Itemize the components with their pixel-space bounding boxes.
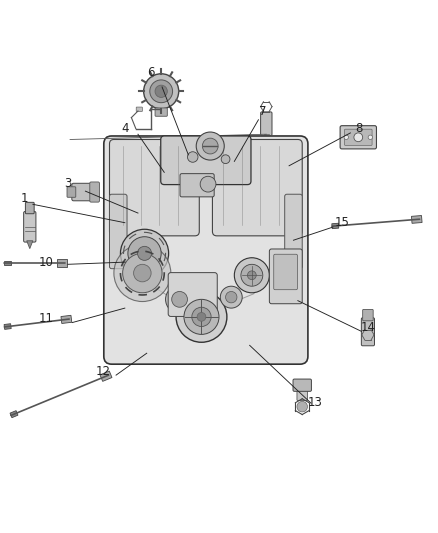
FancyBboxPatch shape	[104, 136, 308, 364]
Circle shape	[200, 176, 216, 192]
FancyBboxPatch shape	[25, 203, 34, 214]
Text: 7: 7	[259, 104, 267, 117]
Circle shape	[138, 246, 152, 260]
Circle shape	[120, 229, 169, 278]
FancyBboxPatch shape	[293, 379, 311, 391]
Circle shape	[368, 135, 372, 140]
FancyBboxPatch shape	[90, 182, 99, 202]
Text: 13: 13	[308, 396, 323, 409]
FancyBboxPatch shape	[67, 187, 76, 197]
Circle shape	[220, 286, 242, 308]
FancyBboxPatch shape	[297, 389, 307, 400]
Circle shape	[184, 300, 219, 334]
FancyBboxPatch shape	[344, 129, 372, 146]
Text: 4: 4	[121, 122, 129, 135]
Circle shape	[221, 155, 230, 164]
Circle shape	[354, 133, 363, 142]
Polygon shape	[411, 215, 422, 223]
Polygon shape	[27, 241, 33, 249]
Circle shape	[166, 285, 194, 313]
FancyBboxPatch shape	[136, 107, 142, 111]
Circle shape	[155, 85, 167, 98]
FancyBboxPatch shape	[361, 318, 374, 346]
Circle shape	[226, 292, 237, 303]
Polygon shape	[61, 316, 72, 324]
Circle shape	[176, 292, 227, 342]
FancyBboxPatch shape	[340, 126, 376, 149]
Circle shape	[241, 264, 263, 286]
Circle shape	[187, 152, 198, 162]
Circle shape	[192, 307, 211, 327]
FancyBboxPatch shape	[168, 273, 217, 317]
Polygon shape	[4, 261, 11, 265]
Circle shape	[247, 271, 256, 280]
Circle shape	[197, 312, 206, 321]
FancyBboxPatch shape	[285, 194, 302, 269]
Polygon shape	[57, 260, 67, 266]
Text: 11: 11	[39, 312, 53, 325]
Circle shape	[172, 292, 187, 307]
Text: 12: 12	[95, 365, 110, 378]
FancyBboxPatch shape	[269, 249, 302, 304]
Circle shape	[150, 80, 173, 103]
FancyBboxPatch shape	[261, 112, 272, 135]
Polygon shape	[4, 324, 11, 329]
Text: 15: 15	[334, 216, 349, 229]
FancyBboxPatch shape	[212, 140, 302, 236]
FancyBboxPatch shape	[363, 310, 373, 321]
Text: 10: 10	[39, 256, 53, 269]
FancyBboxPatch shape	[24, 212, 36, 242]
Circle shape	[134, 264, 151, 282]
Text: 3: 3	[64, 177, 71, 190]
Text: 14: 14	[360, 321, 375, 334]
Circle shape	[234, 258, 269, 293]
FancyBboxPatch shape	[157, 105, 166, 113]
Circle shape	[144, 74, 179, 109]
Circle shape	[344, 135, 348, 140]
Circle shape	[123, 253, 162, 293]
FancyBboxPatch shape	[110, 194, 127, 269]
Polygon shape	[332, 223, 339, 229]
Polygon shape	[100, 371, 112, 382]
FancyBboxPatch shape	[161, 136, 251, 184]
Text: 6: 6	[147, 67, 155, 79]
Circle shape	[202, 138, 218, 154]
Polygon shape	[10, 410, 18, 418]
Circle shape	[114, 245, 171, 302]
Text: 8: 8	[356, 122, 363, 135]
FancyBboxPatch shape	[180, 174, 214, 197]
FancyBboxPatch shape	[155, 108, 167, 116]
Circle shape	[128, 237, 161, 270]
FancyBboxPatch shape	[72, 183, 95, 201]
Circle shape	[196, 132, 224, 160]
FancyBboxPatch shape	[274, 254, 297, 290]
Text: 1: 1	[20, 192, 28, 205]
Circle shape	[297, 401, 307, 412]
FancyBboxPatch shape	[110, 140, 199, 236]
